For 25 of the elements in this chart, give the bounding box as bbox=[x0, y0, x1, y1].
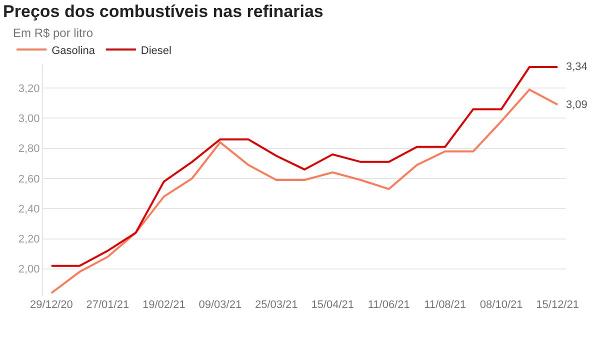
data-label: 3,34 bbox=[566, 61, 588, 73]
chart-subtitle: Em R$ por litro bbox=[13, 26, 94, 40]
line-series bbox=[50, 66, 559, 267]
x-tick-label: 29/12/20 bbox=[30, 299, 73, 311]
y-tick-label: 2,00 bbox=[18, 264, 40, 276]
x-tick-label: 11/08/21 bbox=[424, 299, 466, 311]
x-tick-label: 11/06/21 bbox=[368, 299, 410, 311]
legend-label: Gasolina bbox=[52, 44, 96, 57]
y-tick-label: 3,20 bbox=[18, 82, 40, 95]
x-tick-label: 09/03/21 bbox=[198, 299, 242, 311]
x-tick-label: 25/03/21 bbox=[254, 299, 298, 311]
y-tick-label: 2,40 bbox=[18, 203, 40, 216]
x-tick-label: 19/02/21 bbox=[142, 299, 186, 311]
x-tick-label: 15/04/21 bbox=[311, 299, 354, 311]
chart-title: Preços dos combustíveis nas refinarias bbox=[3, 2, 324, 21]
x-tick-label: 08/10/21 bbox=[480, 299, 523, 311]
data-label: 3,09 bbox=[566, 99, 588, 111]
x-tick-label: 27/01/21 bbox=[86, 299, 130, 311]
line-series bbox=[50, 88, 559, 294]
x-tick-label: 15/12/21 bbox=[536, 299, 579, 311]
y-tick-label: 2,60 bbox=[18, 173, 40, 186]
y-tick-label: 3,00 bbox=[18, 113, 40, 126]
y-tick-label: 2,20 bbox=[18, 234, 40, 246]
legend-label: Diesel bbox=[140, 44, 172, 57]
y-tick-label: 2,80 bbox=[18, 143, 40, 156]
